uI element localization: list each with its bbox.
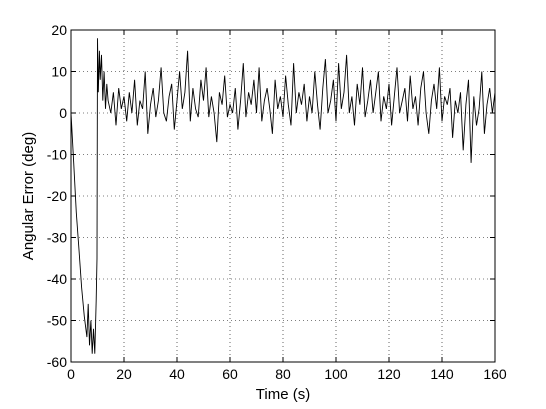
y-tick-label: 10 bbox=[51, 64, 67, 80]
y-tick-label: -50 bbox=[47, 313, 67, 329]
x-tick-label: 160 bbox=[483, 366, 507, 382]
y-tick-label: -40 bbox=[47, 271, 67, 287]
grid-lines bbox=[71, 30, 495, 362]
y-tick-label: 20 bbox=[51, 22, 67, 38]
x-axis-tick-labels: 0 20 40 60 80 100 120 140 160 bbox=[67, 366, 507, 382]
y-tick-label: -20 bbox=[47, 188, 67, 204]
x-tick-label: 20 bbox=[116, 366, 132, 382]
series-layer bbox=[70, 38, 496, 354]
y-tick-label: -30 bbox=[47, 230, 67, 246]
y-axis-tick-labels: -60 -50 -40 -30 -20 -10 0 10 20 bbox=[47, 22, 67, 370]
y-axis-label: Angular Error (deg) bbox=[20, 132, 37, 260]
x-tick-label: 140 bbox=[430, 366, 454, 382]
y-tick-label: 0 bbox=[59, 105, 67, 121]
x-axis-label: Time (s) bbox=[256, 386, 310, 403]
y-tick-label: -10 bbox=[47, 147, 67, 163]
x-tick-label: 60 bbox=[222, 366, 238, 382]
x-tick-label: 0 bbox=[67, 366, 75, 382]
x-tick-label: 40 bbox=[169, 366, 185, 382]
axis-ticks bbox=[70, 29, 496, 363]
x-tick-label: 80 bbox=[275, 366, 291, 382]
y-tick-label: -60 bbox=[47, 354, 67, 370]
angular-error-line bbox=[70, 38, 496, 354]
x-tick-label: 120 bbox=[377, 366, 401, 382]
x-tick-label: 100 bbox=[324, 366, 348, 382]
